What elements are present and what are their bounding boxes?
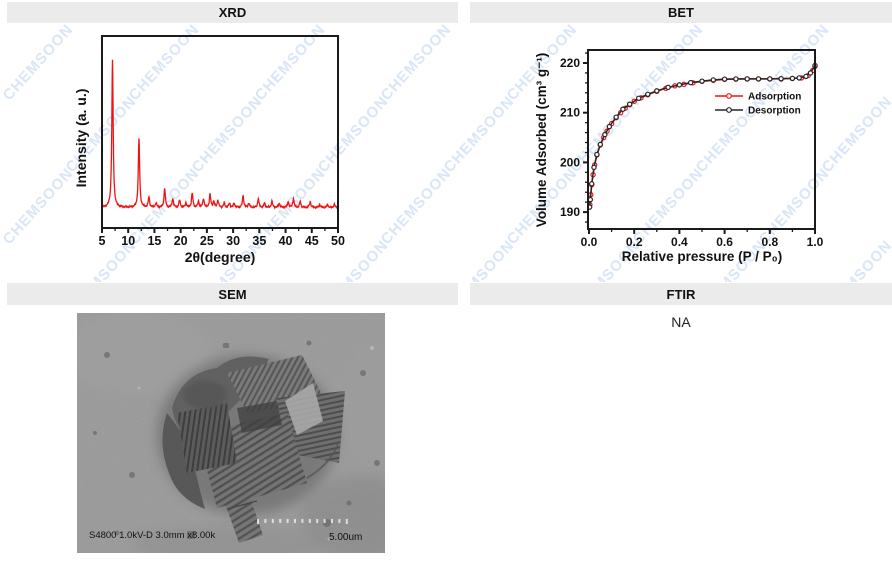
bet-data-marker [645, 91, 651, 98]
watermark-text: CHEMSOON [440, 93, 518, 176]
xrd-header-label: XRD [218, 5, 247, 20]
xrd-header-bar: XRD [7, 2, 458, 23]
ftir-header-label: FTIR [666, 286, 696, 302]
xrd-x-tick-label: 45 [305, 234, 319, 248]
bet-data-marker [778, 75, 784, 82]
bet-data-marker [620, 106, 626, 112]
sem-caption-text: S4800 1.0kV-D 3.0mm x8.00k [89, 530, 215, 541]
xrd-x-tick-label: 20 [174, 234, 188, 248]
bet-header-label: BET [668, 5, 694, 20]
sem-scale-label: 5.00um [329, 532, 362, 543]
bet-x-tick-label: 0.6 [716, 235, 733, 249]
bet-x-tick-label: 0.4 [671, 235, 688, 249]
xrd-x-tick-label: 40 [279, 234, 293, 248]
watermark-text: CHEMSOON [377, 24, 455, 104]
bet-header-bar: BET [470, 2, 892, 23]
xrd-x-tick-label: 10 [121, 234, 135, 248]
sem-crystal-cluster [157, 355, 345, 543]
legend-marker-sample [726, 107, 732, 113]
bet-data-marker [744, 76, 750, 82]
bet-data-marker [687, 79, 694, 86]
bet-data-marker [710, 77, 716, 83]
bet-data-marker [602, 131, 608, 138]
xrd-x-tick-label: 5 [99, 234, 106, 248]
watermark-text: CHEMSOON [440, 237, 518, 282]
bet-data-marker [789, 75, 796, 82]
bet-data-marker [733, 76, 739, 82]
bet-data-marker [767, 76, 773, 82]
bet-data-marker [594, 151, 600, 158]
bet-series-line-adsorption [589, 66, 816, 205]
bet-series-line-desorption [588, 65, 816, 208]
bet-data-marker [626, 101, 633, 107]
legend-label: Desorption [748, 106, 801, 117]
ftir-header-bar: FTIR [470, 283, 892, 305]
bet-data-marker [591, 164, 597, 171]
xrd-x-tick-label: 30 [226, 234, 240, 248]
xrd-x-tick-label: 25 [200, 234, 214, 248]
bet-x-tick-label: 1.0 [807, 235, 824, 249]
bet-x-tick-label: 0.0 [581, 235, 598, 249]
xrd-y-axis-label: Intensity (a. u.) [73, 89, 89, 188]
sem-header-label: SEM [218, 286, 247, 302]
bet-data-marker [606, 123, 613, 130]
sem-debris-specks [93, 340, 380, 539]
bet-chart: 0.0 0.2 0.4 0.6 0.8 1.0 190 200 210 220 Adsorption… [534, 49, 824, 264]
bet-data-marker [654, 88, 660, 94]
bet-y-tick-label: 190 [560, 205, 580, 219]
bet-y-axis-label: Volume Adsorbed (cm³ g⁻¹) [534, 53, 549, 227]
bet-data-marker [636, 95, 642, 101]
watermark-text: CHEMSOON [377, 165, 455, 248]
sem-bright-specks [137, 346, 374, 541]
xrd-chart: 5 10 15 20 25 30 35 40 45 50 2θ(degree) Intensity… [73, 35, 345, 265]
bet-y-tick-label: 200 [560, 155, 580, 169]
bet-y-tick-label: 210 [560, 106, 580, 120]
bet-data-marker [807, 70, 814, 76]
xrd-pattern-curve [101, 59, 339, 210]
xrd-x-tick-label: 35 [252, 234, 266, 248]
bet-data-marker [665, 84, 671, 91]
xrd-x-tick-label: 50 [331, 234, 345, 248]
xrd-plot-frame [101, 35, 339, 229]
bet-data-marker [613, 114, 619, 120]
bet-data-marker [597, 141, 604, 148]
bet-data-marker [803, 73, 809, 80]
bet-data-marker [721, 76, 728, 82]
bet-data-marker [676, 82, 683, 88]
xrd-x-axis-label: 2θ(degree) [185, 249, 256, 265]
bet-data-marker [589, 181, 595, 187]
sem-header-bar: SEM [7, 283, 458, 305]
bet-plot-frame [587, 49, 816, 230]
bet-x-tick-label: 0.2 [626, 235, 643, 249]
sem-background-patches [77, 313, 385, 553]
bet-data-marker [699, 78, 705, 84]
bet-data-marker [755, 76, 762, 82]
bet-data-marker [796, 75, 802, 81]
legend-marker-sample [726, 93, 732, 99]
ftir-value: NA [671, 314, 691, 330]
bet-x-tick-label: 0.8 [761, 235, 778, 249]
sem-image: S4800 1.0kV-D 3.0mm x8.00k 5.00um [77, 313, 385, 553]
legend-label: Adsorption [748, 92, 801, 103]
sem-scale-bar [257, 519, 348, 524]
bet-x-axis-label: Relative pressure (P / P₀) [622, 249, 782, 264]
xrd-x-tick-label: 15 [147, 234, 161, 248]
bet-y-tick-label: 220 [560, 56, 580, 70]
